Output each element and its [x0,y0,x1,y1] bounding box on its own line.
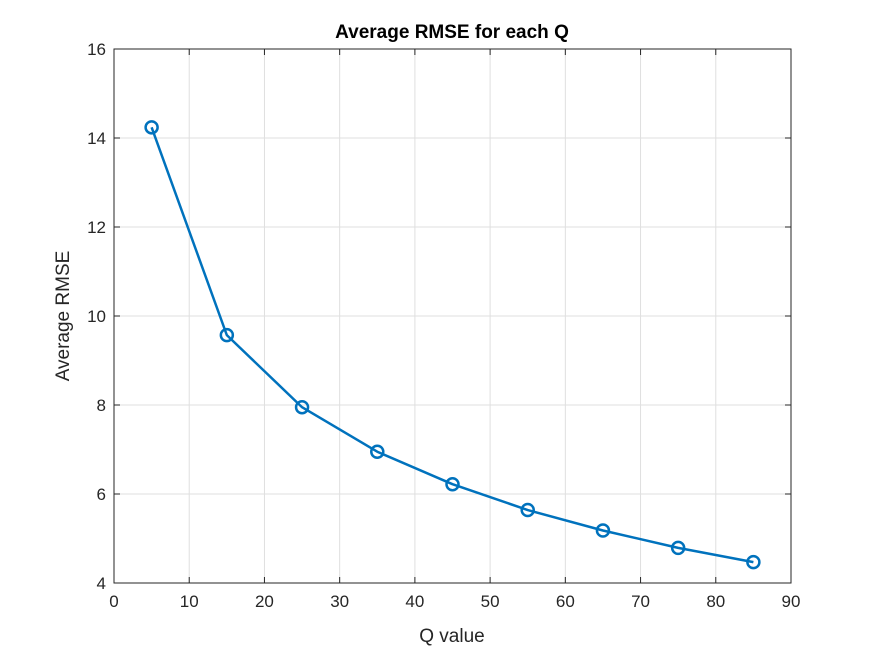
x-axis-label: Q value [419,626,484,647]
chart-title: Average RMSE for each Q [335,22,569,43]
x-tick-label: 50 [481,592,500,611]
y-tick-label: 8 [97,396,106,415]
x-tick-label: 80 [706,592,725,611]
y-tick-label: 6 [97,485,106,504]
data-series [144,120,761,570]
data-point [520,502,535,518]
x-tick-label: 30 [330,592,349,611]
series-line [150,126,754,564]
x-tick-label: 70 [631,592,650,611]
data-point [445,476,460,492]
x-tick-label: 40 [405,592,424,611]
y-tick-label: 12 [87,218,106,237]
y-tick-label: 16 [87,40,106,59]
data-point [370,444,385,459]
y-tick-label: 14 [87,129,106,148]
data-point [219,327,235,343]
y-axis-label: Average RMSE [53,251,74,382]
data-point [595,523,611,538]
y-tick-labels: 4 6 8 10 12 14 16 [87,40,106,593]
x-tick-label: 60 [556,592,575,611]
x-tick-label: 0 [109,592,118,611]
y-tick-label: 4 [97,574,106,593]
x-tick-labels: 0 10 20 30 40 50 60 70 80 90 [109,592,800,611]
x-tick-label: 10 [180,592,199,611]
y-tick-label: 10 [87,307,106,326]
data-point [746,554,761,570]
data-point [144,120,159,135]
x-tick-label: 20 [255,592,274,611]
data-point [294,399,310,415]
axis-ticks [113,48,792,584]
data-point [670,540,686,556]
x-tick-label: 90 [782,592,801,611]
